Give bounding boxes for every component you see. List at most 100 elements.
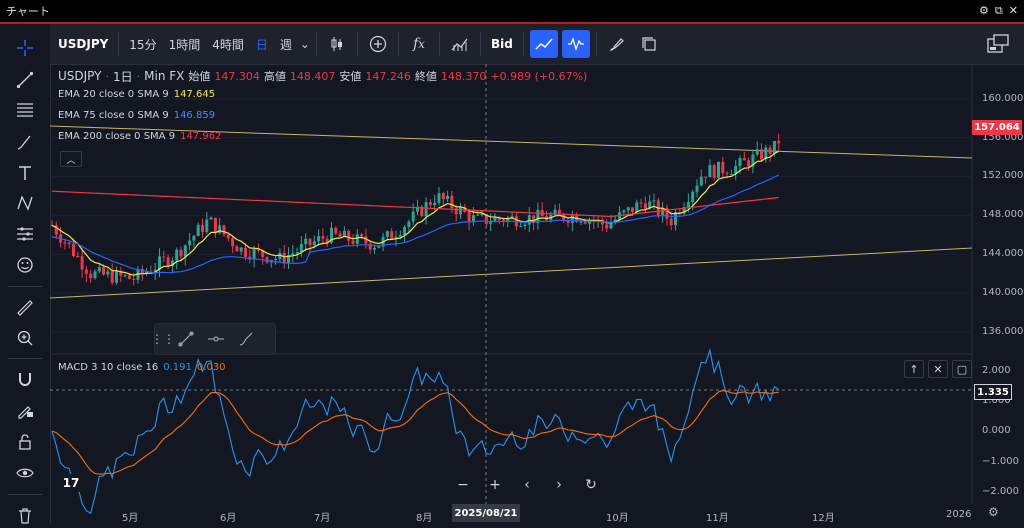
candle-body xyxy=(588,220,591,224)
chevron-down-icon[interactable]: ⌄ xyxy=(299,37,310,51)
ema200-line xyxy=(51,190,779,218)
candle-body xyxy=(747,160,751,167)
symbol-button[interactable]: USDJPY xyxy=(58,37,109,51)
candle-body xyxy=(566,220,570,223)
macd-legend[interactable]: MACD 3 10 close 16 0.191 0.030 xyxy=(58,362,226,373)
price-tick: 152.000 xyxy=(982,170,1024,181)
candle-body xyxy=(201,224,204,232)
candle-body xyxy=(355,234,359,244)
candle-body xyxy=(489,222,493,224)
brush-tool-icon[interactable] xyxy=(231,324,261,354)
zoom-in-icon[interactable] xyxy=(13,326,37,350)
drag-handle-icon[interactable]: ⋮⋮ xyxy=(151,332,175,346)
candle-body xyxy=(510,216,514,218)
trendline-icon[interactable] xyxy=(13,68,37,92)
macd-tick: 1.000 xyxy=(982,395,1011,406)
move-up-icon[interactable]: ↑ xyxy=(904,360,924,378)
fib-icon[interactable] xyxy=(13,98,37,122)
gear-icon[interactable]: ⚙ xyxy=(988,505,999,519)
interval-1h[interactable]: 1時間 xyxy=(168,37,201,52)
candle-body xyxy=(725,173,729,175)
candle-body xyxy=(712,165,716,178)
candle-body xyxy=(385,231,389,237)
trendline-tool-icon[interactable] xyxy=(171,324,201,354)
copy-icon[interactable] xyxy=(635,30,663,58)
legend-source: Min FX xyxy=(144,69,185,83)
interval-4h[interactable]: 4時間 xyxy=(212,37,244,52)
trash-icon[interactable] xyxy=(13,504,37,528)
candle-body xyxy=(446,195,450,200)
lock-drawing-icon[interactable] xyxy=(13,398,37,422)
eye-icon[interactable] xyxy=(13,461,37,485)
zoom-in-nav-icon[interactable]: + xyxy=(489,477,501,493)
change-value: +0.989 (+0.67%) xyxy=(490,69,588,83)
candle-body xyxy=(368,243,372,250)
interval-15m[interactable]: 15分 xyxy=(129,37,157,52)
scroll-right-icon[interactable]: › xyxy=(556,477,562,493)
candle-body xyxy=(454,208,458,215)
collapse-legend-button[interactable]: ︿ xyxy=(60,151,82,167)
candle-body xyxy=(467,212,471,222)
close-icon[interactable]: ✕ xyxy=(1008,4,1018,17)
candle-body xyxy=(132,278,136,280)
pattern-icon[interactable] xyxy=(13,191,37,215)
candle-body xyxy=(699,176,703,186)
zoom-out-icon[interactable]: − xyxy=(457,477,469,493)
price-tick: 144.000 xyxy=(982,248,1024,259)
popout-icon[interactable]: ⧉ xyxy=(994,4,1003,17)
horizontal-line-icon[interactable] xyxy=(201,324,231,354)
candle-body xyxy=(110,271,114,283)
paint-icon[interactable] xyxy=(603,30,631,58)
candle-body xyxy=(622,210,626,213)
candle-body xyxy=(471,215,475,222)
layout-button[interactable] xyxy=(972,24,1024,65)
candle-body xyxy=(265,257,269,263)
candle-body xyxy=(772,140,776,154)
bid-button[interactable]: Bid xyxy=(490,37,513,51)
interval-day[interactable]: 日 xyxy=(255,37,268,52)
candle-body xyxy=(282,252,286,264)
magnet-icon[interactable] xyxy=(13,368,37,392)
close-value: 148.370 xyxy=(440,69,487,83)
scroll-left-icon[interactable]: ‹ xyxy=(524,477,530,493)
reset-icon[interactable]: ↻ xyxy=(585,477,597,493)
templates-icon[interactable] xyxy=(446,30,474,58)
prediction-icon[interactable] xyxy=(13,222,37,246)
remove-pane-icon[interactable]: ✕ xyxy=(928,360,948,378)
interval-week[interactable]: 週 xyxy=(279,37,292,52)
indicators-icon[interactable]: fx xyxy=(413,36,425,52)
candle-body xyxy=(351,240,355,244)
text-icon[interactable] xyxy=(13,161,37,185)
ema200-legend[interactable]: EMA 200 close 0 SMA 9 147.962 xyxy=(58,126,587,147)
candle-body xyxy=(403,227,407,236)
wave-chart-icon[interactable] xyxy=(561,30,590,58)
candle-body xyxy=(127,275,131,279)
candle-body xyxy=(183,245,187,257)
emoji-icon[interactable] xyxy=(13,253,37,277)
ema75-legend[interactable]: EMA 75 close 0 SMA 9 146.859 xyxy=(58,105,587,126)
lock-icon[interactable] xyxy=(13,430,37,454)
brush-icon[interactable] xyxy=(13,130,37,154)
candle-body xyxy=(158,256,161,270)
ruler-icon[interactable] xyxy=(13,296,37,320)
settings-icon[interactable]: ⚙ xyxy=(979,4,989,17)
line-chart-icon[interactable] xyxy=(529,30,558,58)
maximize-pane-icon[interactable]: ▢ xyxy=(952,360,972,378)
candle-body xyxy=(196,224,200,236)
ema20-legend[interactable]: EMA 20 close 0 SMA 9 147.645 xyxy=(58,84,587,105)
candle-body xyxy=(441,193,445,200)
crosshair-icon[interactable] xyxy=(13,36,37,60)
candle-body xyxy=(102,267,106,275)
add-compare-icon[interactable] xyxy=(364,30,392,58)
candle-body xyxy=(377,246,381,248)
candle-body xyxy=(497,217,501,220)
candle-body xyxy=(218,225,222,234)
legend-symbol: USDJPY xyxy=(58,69,102,83)
candle-type-icon[interactable] xyxy=(323,30,351,58)
candle-body xyxy=(166,257,170,267)
macd-label: MACD 3 10 close 16 xyxy=(58,362,159,373)
time-tick: 2026 xyxy=(946,509,972,520)
candle-body xyxy=(364,236,368,244)
candle-body xyxy=(188,240,192,246)
tradingview-logo[interactable]: 17 xyxy=(58,474,84,492)
